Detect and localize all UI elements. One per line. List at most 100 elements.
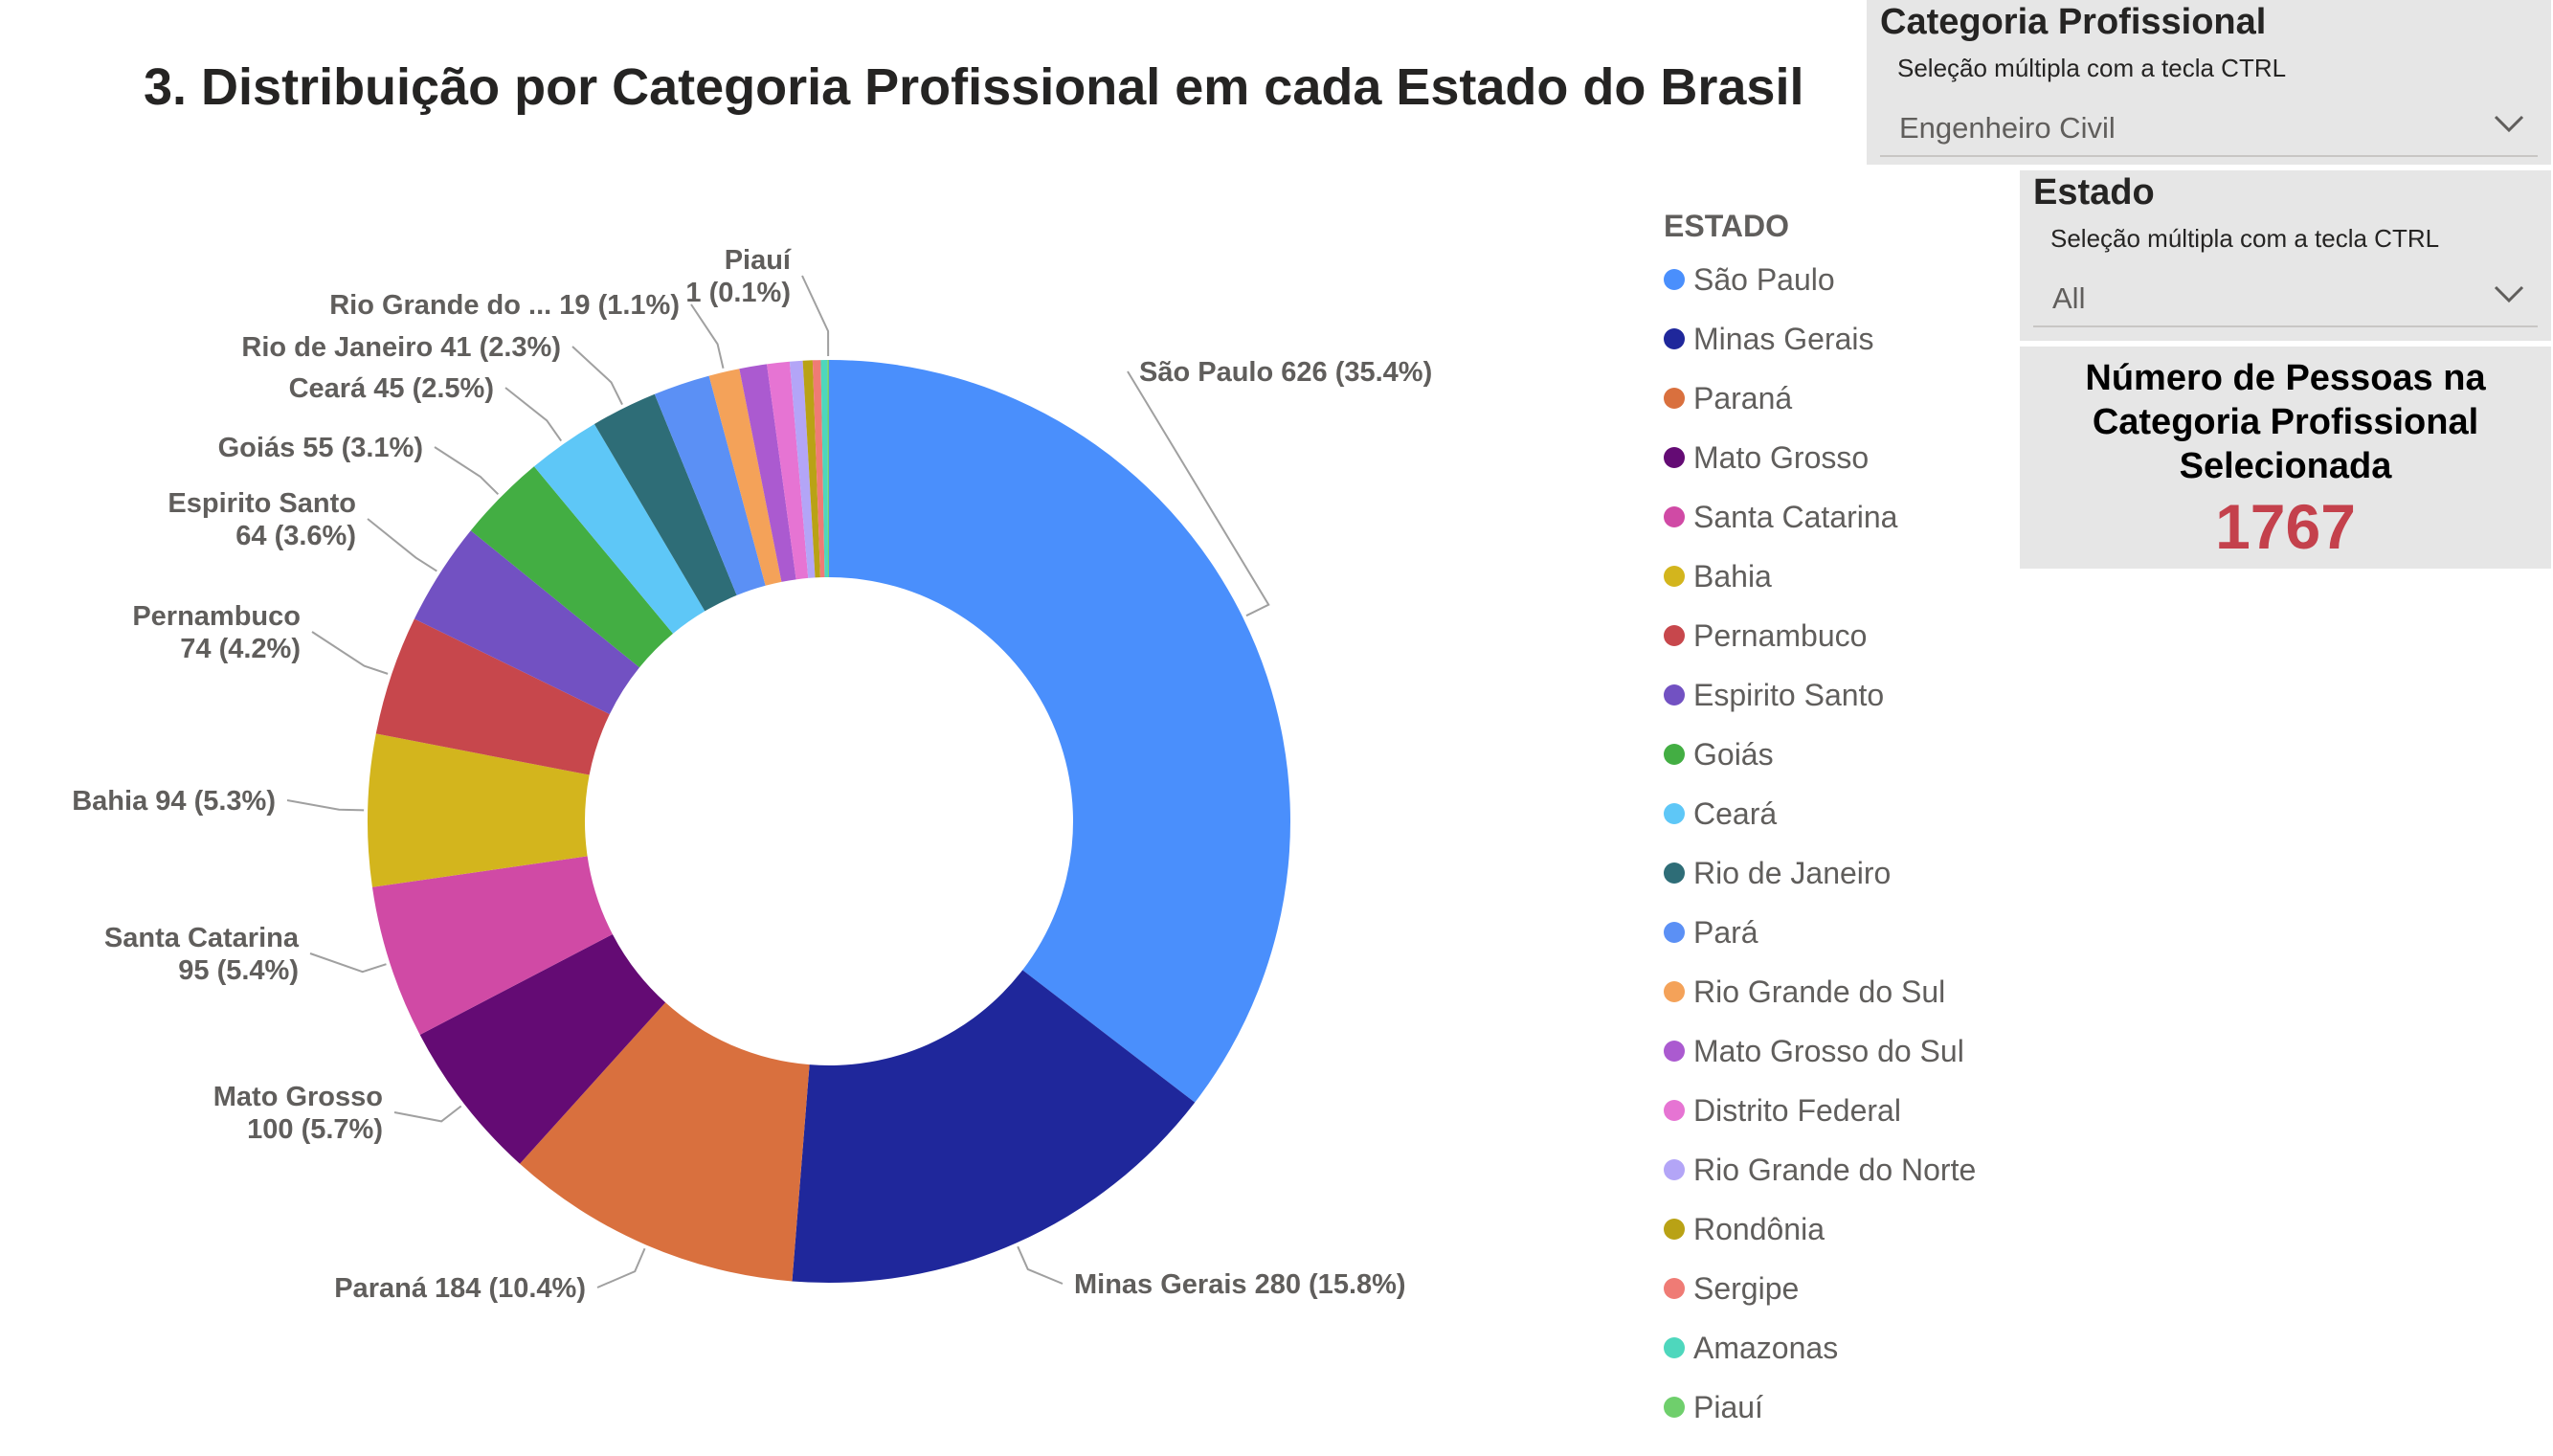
chevron-down-icon bbox=[2494, 285, 2524, 303]
legend-item-label: Rio Grande do Norte bbox=[1693, 1152, 1977, 1187]
estado-dropdown[interactable]: All bbox=[2033, 268, 2538, 327]
legend-item-label: Bahia bbox=[1693, 558, 1772, 594]
data-label: Goiás 55 (3.1%) bbox=[218, 433, 423, 463]
donut-slice[interactable] bbox=[654, 375, 766, 595]
donut-slice[interactable] bbox=[739, 364, 796, 582]
categoria-dropdown[interactable]: Engenheiro Civil bbox=[1880, 98, 2538, 157]
label-leader-line bbox=[690, 303, 725, 369]
legend-item[interactable]: Minas Gerais bbox=[1664, 309, 1976, 369]
legend-item-label: Ceará bbox=[1693, 795, 1778, 831]
legend-dot-icon bbox=[1664, 625, 1685, 646]
data-label: Paraná 184 (10.4%) bbox=[334, 1273, 586, 1304]
label-leader-line bbox=[367, 518, 437, 572]
legend-item-label: Pará bbox=[1693, 914, 1758, 950]
legend-item[interactable]: Rio de Janeiro bbox=[1664, 843, 1976, 903]
legend-item[interactable]: Bahia bbox=[1664, 547, 1976, 606]
legend-dot-icon bbox=[1664, 1219, 1685, 1240]
legend-item[interactable]: Pará bbox=[1664, 903, 1976, 962]
legend-dot-icon bbox=[1664, 803, 1685, 824]
legend-item[interactable]: Rio Grande do Norte bbox=[1664, 1140, 1976, 1199]
donut-slice[interactable] bbox=[792, 970, 1196, 1283]
donut-slice[interactable] bbox=[812, 360, 825, 578]
legend-dot-icon bbox=[1664, 1278, 1685, 1299]
legend-item[interactable]: Santa Catarina bbox=[1664, 487, 1976, 547]
legend-item[interactable]: Goiás bbox=[1664, 725, 1976, 784]
label-leader-line bbox=[596, 1247, 646, 1288]
legend-items: São Paulo Minas Gerais Paraná Mato Grosso Sa… bbox=[1664, 250, 1976, 1437]
legend-dot-icon bbox=[1664, 922, 1685, 943]
data-label: Minas Gerais 280 (15.8%) bbox=[1074, 1269, 1406, 1300]
legend-item[interactable]: Sergipe bbox=[1664, 1259, 1976, 1318]
legend-item[interactable]: Rio Grande do Sul bbox=[1664, 962, 1976, 1021]
donut-slice[interactable] bbox=[789, 360, 816, 578]
legend-item-label: Santa Catarina bbox=[1693, 499, 1898, 534]
legend-item-label: Goiás bbox=[1693, 736, 1774, 772]
legend-dot-icon bbox=[1664, 506, 1685, 527]
donut-slice[interactable] bbox=[371, 856, 613, 1035]
label-leader-line bbox=[504, 387, 563, 442]
data-label: São Paulo 626 (35.4%) bbox=[1139, 357, 1432, 388]
label-leader-line bbox=[571, 346, 623, 406]
data-label: Bahia 94 (5.3%) bbox=[72, 786, 276, 817]
legend-dot-icon bbox=[1664, 1337, 1685, 1358]
page-title: 3. Distribuição por Categoria Profission… bbox=[144, 58, 1804, 116]
legend-item-label: Sergipe bbox=[1693, 1270, 1800, 1306]
legend-item[interactable]: Mato Grosso bbox=[1664, 428, 1976, 487]
data-label: Santa Catarina 95 (5.4%) bbox=[104, 923, 300, 986]
legend-item-label: Piauí bbox=[1693, 1389, 1763, 1424]
legend-item[interactable]: Rondônia bbox=[1664, 1199, 1976, 1259]
slicer-categoria-subtitle: Seleção múltipla com a tecla CTRL bbox=[1897, 54, 2287, 82]
legend-item[interactable]: Espirito Santo bbox=[1664, 665, 1976, 725]
data-label: Pernambuco 74 (4.2%) bbox=[132, 601, 301, 664]
legend-item[interactable]: Ceará bbox=[1664, 784, 1976, 843]
donut-slice[interactable] bbox=[767, 361, 809, 580]
donut-slice[interactable] bbox=[820, 360, 829, 578]
slicer-estado: Estado Seleção múltipla com a tecla CTRL… bbox=[2020, 170, 2551, 341]
legend-item-label: Distrito Federal bbox=[1693, 1092, 1901, 1128]
legend-dot-icon bbox=[1664, 744, 1685, 765]
legend-item[interactable]: Distrito Federal bbox=[1664, 1081, 1976, 1140]
legend-item-label: Espirito Santo bbox=[1693, 677, 1885, 712]
data-label: Espirito Santo 64 (3.6%) bbox=[168, 488, 356, 551]
label-leader-line bbox=[311, 631, 389, 675]
donut-slice[interactable] bbox=[827, 360, 829, 578]
donut-slice[interactable] bbox=[375, 618, 610, 775]
slicer-estado-title: Estado bbox=[2033, 172, 2155, 213]
legend-dot-icon bbox=[1664, 566, 1685, 587]
donut-slice[interactable] bbox=[419, 933, 666, 1164]
data-label: Rio Grande do ... 19 (1.1%) bbox=[329, 290, 680, 321]
kpi-card: Número de Pessoas na Categoria Profissio… bbox=[2020, 347, 2551, 569]
legend-dot-icon bbox=[1664, 269, 1685, 290]
legend-item[interactable]: Amazonas bbox=[1664, 1318, 1976, 1378]
legend-dot-icon bbox=[1664, 447, 1685, 468]
data-label: Mato Grosso 100 (5.7%) bbox=[213, 1082, 383, 1145]
slicer-categoria-title: Categoria Profissional bbox=[1880, 2, 2267, 42]
donut-slice[interactable] bbox=[368, 733, 590, 887]
donut-slice[interactable] bbox=[470, 466, 674, 668]
donut-slice[interactable] bbox=[414, 530, 640, 715]
legend-item-label: Minas Gerais bbox=[1693, 321, 1874, 356]
legend-item[interactable]: São Paulo bbox=[1664, 250, 1976, 309]
estado-dropdown-value: All bbox=[2052, 281, 2086, 315]
donut-slice[interactable] bbox=[829, 360, 1290, 1103]
donut-slice[interactable] bbox=[708, 369, 782, 586]
donut-slice[interactable] bbox=[533, 423, 705, 634]
legend-dot-icon bbox=[1664, 862, 1685, 884]
label-leader-line bbox=[1127, 370, 1270, 617]
legend-dot-icon bbox=[1664, 388, 1685, 409]
legend-dot-icon bbox=[1664, 1159, 1685, 1180]
data-label: Rio de Janeiro 41 (2.3%) bbox=[241, 332, 561, 363]
legend-item[interactable]: Piauí bbox=[1664, 1378, 1976, 1437]
legend-item[interactable]: Paraná bbox=[1664, 369, 1976, 428]
donut-slice[interactable] bbox=[520, 1002, 810, 1282]
donut-labels: São Paulo 626 (35.4%) Minas Gerais 280 (1… bbox=[72, 245, 1432, 1304]
legend: ESTADO São Paulo Minas Gerais Paraná Mato G… bbox=[1664, 209, 1976, 1437]
legend-item[interactable]: Mato Grosso do Sul bbox=[1664, 1021, 1976, 1081]
legend-dot-icon bbox=[1664, 1041, 1685, 1062]
donut-slice[interactable] bbox=[593, 393, 737, 612]
legend-item[interactable]: Pernambuco bbox=[1664, 606, 1976, 665]
donut-slice[interactable] bbox=[802, 360, 820, 578]
legend-title: ESTADO bbox=[1664, 209, 1789, 243]
label-leader-line bbox=[434, 446, 500, 496]
chevron-down-icon bbox=[2494, 115, 2524, 133]
